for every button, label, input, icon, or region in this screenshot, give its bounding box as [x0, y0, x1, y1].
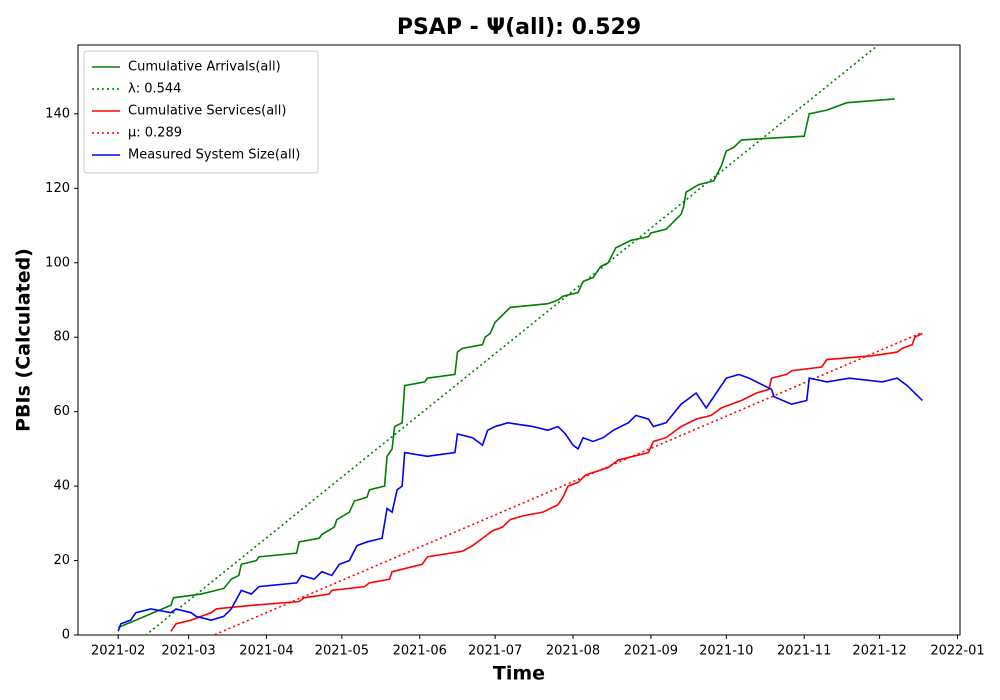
legend-label: Measured System Size(all) — [128, 148, 300, 163]
legend-box — [83, 50, 319, 174]
legend-label: Cumulative Arrivals(all) — [128, 60, 281, 75]
y-axis-label: PBIs (Calculated) — [13, 248, 35, 432]
plot-lines — [117, 45, 923, 635]
legend: Cumulative Arrivals(all) λ: 0.544 Cumulati… — [83, 50, 319, 174]
x-tick-label: 2021-06 — [393, 644, 447, 659]
series-line — [212, 332, 921, 635]
x-tick-label: 2021-07 — [468, 644, 522, 659]
y-tick-label: 120 — [45, 181, 70, 196]
x-tick-label: 2021-03 — [161, 644, 215, 659]
legend-label: λ: 0.544 — [128, 82, 181, 97]
x-axis-label: Time — [493, 663, 545, 685]
x-tick-label: 2021-08 — [546, 644, 600, 659]
x-tick-label: 2021-04 — [239, 644, 293, 659]
y-tick-label: 80 — [53, 330, 70, 345]
x-tick-label: 2022-01 — [930, 644, 984, 659]
legend-label: Cumulative Services(all) — [128, 104, 286, 119]
series-line — [117, 373, 923, 632]
y-tick-label: 60 — [53, 404, 70, 419]
plot-frame — [77, 44, 961, 636]
y-tick-label: 40 — [53, 479, 70, 494]
x-tick-label: 2021-11 — [777, 644, 831, 659]
series-line — [117, 98, 895, 629]
x-tick-label: 2021-09 — [624, 644, 678, 659]
series-line — [170, 332, 923, 632]
y-tick-label: 20 — [53, 553, 70, 568]
x-tick-label: 2021-05 — [315, 644, 369, 659]
series-line — [144, 45, 880, 635]
y-tick-label: 140 — [45, 106, 70, 121]
legend-label: μ: 0.289 — [128, 126, 182, 141]
y-tick-label: 0 — [62, 628, 70, 643]
chart-title: PSAP - Ψ(all): 0.529 — [397, 15, 641, 40]
x-tick-label: 2021-02 — [91, 644, 145, 659]
x-tick-label: 2021-10 — [699, 644, 753, 659]
y-tick-label: 100 — [45, 255, 70, 270]
x-tick-label: 2021-12 — [852, 644, 906, 659]
